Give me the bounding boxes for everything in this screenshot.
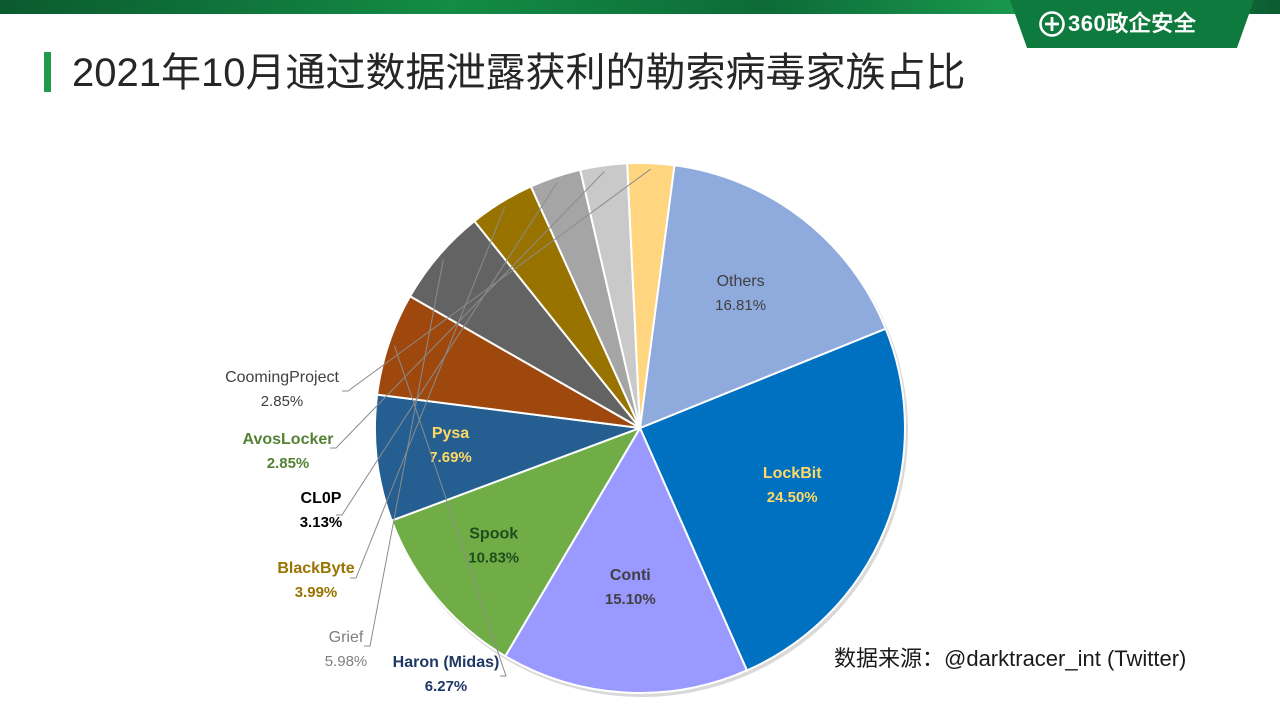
plus-circle-logo-icon (1039, 11, 1065, 37)
slice-name-others: Others (717, 273, 765, 290)
pie-slice-lockbit (638, 327, 906, 672)
leader-line-haron-midas (393, 345, 507, 677)
slice-name-blackbyte: BlackByte (277, 560, 354, 577)
slice-name-haron-midas: Haron (Midas) (393, 654, 500, 671)
page-title: 2021年10月通过数据泄露获利的勒索病毒家族占比 (72, 51, 966, 95)
slice-value-spook: 10.83% (468, 550, 519, 567)
slice-name-cl0p: CL0P (301, 490, 342, 507)
data-source-note: 数据来源：@darktracer_int (Twitter) (834, 646, 1187, 671)
leader-line-grief (364, 259, 444, 647)
pie-slice-others (638, 164, 888, 430)
pie-slice-pysa (374, 393, 641, 522)
slice-name-lockbit: LockBit (763, 465, 822, 482)
slice-value-blackbyte: 3.99% (295, 584, 338, 601)
slice-value-conti: 15.10% (605, 591, 656, 608)
slice-name-grief: Grief (329, 629, 364, 646)
slice-value-lockbit: 24.50% (767, 489, 818, 506)
slice-value-coomingproject: 2.85% (261, 393, 304, 410)
slice-value-haron-midas: 6.27% (425, 678, 468, 695)
title-accent-bar (44, 52, 51, 92)
slice-name-conti: Conti (610, 567, 651, 584)
slice-name-avoslocker: AvosLocker (243, 431, 334, 448)
slice-name-pysa: Pysa (432, 425, 469, 442)
leader-line-blackbyte (350, 206, 506, 579)
top-decor-strip (0, 0, 1280, 14)
slice-name-spook: Spook (469, 526, 518, 543)
pie-slice-spook (390, 426, 643, 658)
leader-line-avoslocker (330, 171, 605, 449)
slice-value-cl0p: 3.13% (300, 514, 343, 531)
slice-value-pysa: 7.69% (429, 449, 472, 466)
brand-name: 360政企安全 (1068, 11, 1197, 36)
slice-value-others: 16.81% (715, 297, 766, 314)
pie-slice-conti (503, 425, 749, 694)
slice-value-avoslocker: 2.85% (267, 455, 310, 472)
leader-line-coomingproject (342, 168, 651, 392)
slice-value-grief: 5.98% (325, 653, 368, 670)
slice-name-coomingproject: CoomingProject (225, 369, 339, 386)
